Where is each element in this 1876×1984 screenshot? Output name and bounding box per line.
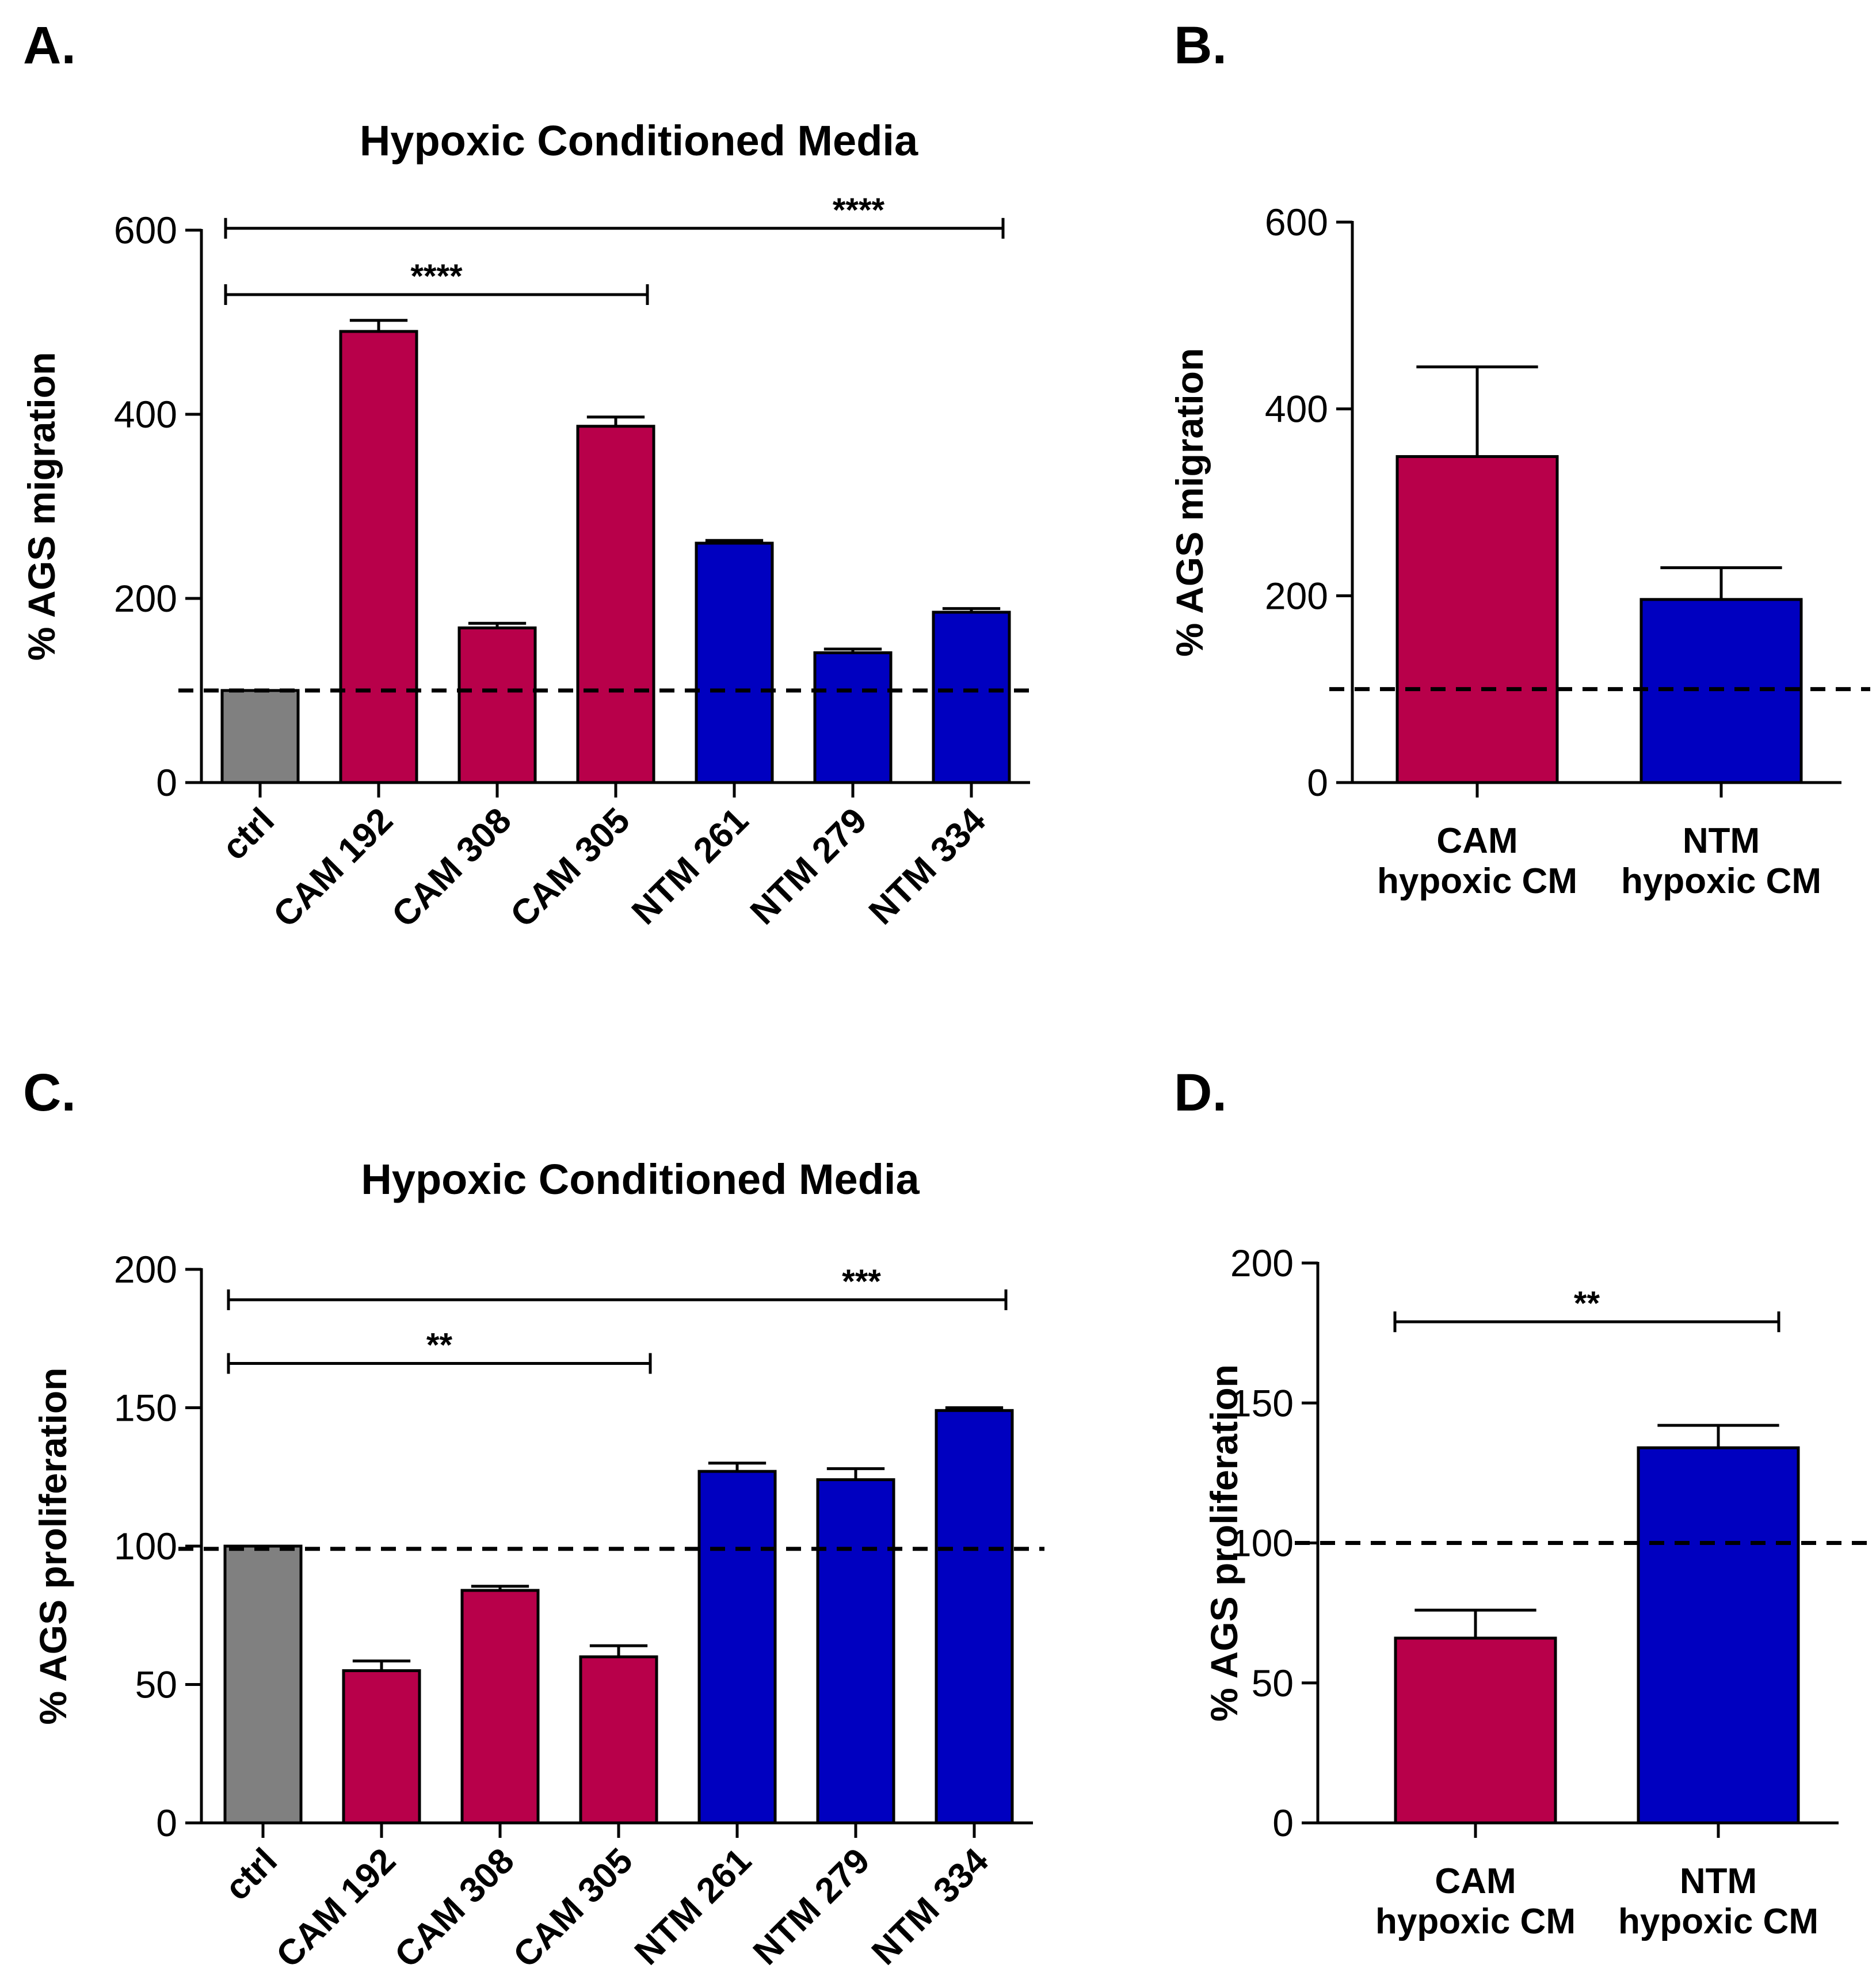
y-tick-label: 200	[114, 577, 177, 620]
y-axis-label: % AGS proliferation	[1203, 1364, 1245, 1722]
bar	[1637, 1446, 1800, 1825]
x-category-label: CAM 305	[506, 1841, 640, 1975]
x-category-label: hypoxic CM	[1375, 1902, 1576, 1941]
y-tick-label: 50	[135, 1663, 177, 1706]
x-category-label: CAM 308	[387, 1841, 522, 1975]
bar	[1394, 1636, 1557, 1825]
bar	[342, 1669, 421, 1825]
y-tick-label: 50	[1252, 1662, 1294, 1704]
y-axis-label: % AGS migration	[1168, 348, 1211, 657]
x-category-label: hypoxic CM	[1621, 861, 1821, 901]
y-axis-label: % AGS migration	[20, 352, 63, 661]
x-category-label: CAM	[1436, 821, 1517, 861]
bar	[935, 1409, 1014, 1825]
y-tick-label: 0	[1272, 1802, 1294, 1844]
panel-letter: D.	[1174, 1063, 1227, 1122]
x-category-label: NTM 279	[743, 800, 875, 932]
y-tick-label: 100	[1230, 1522, 1294, 1565]
panel-c: C. Hypoxic Conditioned Media 0 50 100 150 200 c…	[23, 1063, 1044, 1975]
bar	[460, 1589, 540, 1825]
y-tick-label: 150	[1230, 1382, 1294, 1424]
bar	[932, 611, 1011, 784]
y-tick-label: 0	[1307, 761, 1328, 804]
x-category-label: CAM 308	[384, 800, 519, 935]
x-category-label: CAM 192	[266, 800, 401, 935]
y-tick-label: 200	[1230, 1242, 1294, 1284]
bar	[579, 1655, 658, 1825]
x-category-label: NTM 261	[624, 800, 756, 932]
y-tick-label: 400	[1265, 388, 1328, 430]
y-tick-label: 600	[1265, 201, 1328, 243]
x-category-label: NTM 334	[864, 1841, 996, 1972]
bar	[576, 425, 655, 784]
bar	[695, 541, 774, 784]
x-category-label: NTM 261	[627, 1841, 759, 1972]
bar	[223, 1544, 303, 1825]
x-category-label: NTM	[1683, 821, 1760, 861]
significance-label: **	[1574, 1285, 1600, 1322]
y-axis-label: % AGS proliferation	[32, 1368, 74, 1725]
x-category-label: CAM 192	[269, 1841, 403, 1975]
chart-title: Hypoxic Conditioned Media	[360, 117, 918, 165]
y-tick-label: 200	[1265, 574, 1328, 617]
x-category-label: NTM	[1680, 1861, 1757, 1901]
bar	[1395, 455, 1559, 784]
y-tick-label: 200	[114, 1248, 177, 1291]
bar	[813, 651, 893, 784]
chart-title: Hypoxic Conditioned Media	[361, 1155, 920, 1203]
x-category-label: hypoxic CM	[1377, 861, 1577, 901]
y-tick-label: 400	[114, 393, 177, 436]
panel-letter: B.	[1174, 16, 1227, 75]
bar	[457, 626, 537, 784]
significance-label: ****	[833, 192, 885, 229]
significance-label: ****	[410, 258, 463, 295]
y-tick-label: 100	[114, 1525, 177, 1567]
panel-a: A. Hypoxic Conditioned Media 0 200 400 600 ctr…	[20, 16, 1030, 935]
y-tick-label: 0	[156, 761, 177, 804]
bar	[220, 689, 300, 784]
panel-letter: C.	[23, 1063, 76, 1122]
x-category-label: ctrl	[218, 1841, 285, 1908]
x-category-label: ctrl	[215, 800, 282, 868]
y-tick-label: 0	[156, 1802, 177, 1844]
y-tick-label: 600	[114, 209, 177, 251]
x-category-label: CAM	[1435, 1861, 1516, 1901]
x-category-label: hypoxic CM	[1618, 1902, 1818, 1941]
y-tick-label: 150	[114, 1387, 177, 1429]
bar	[339, 330, 418, 784]
x-category-label: NTM 279	[746, 1841, 878, 1972]
bar	[697, 1470, 777, 1825]
significance-label: ***	[842, 1263, 881, 1300]
bar	[816, 1478, 895, 1825]
significance-label: **	[426, 1327, 453, 1364]
x-category-label: NTM 334	[861, 800, 993, 932]
panel-letter: A.	[23, 16, 76, 75]
x-category-label: CAM 305	[503, 800, 638, 935]
